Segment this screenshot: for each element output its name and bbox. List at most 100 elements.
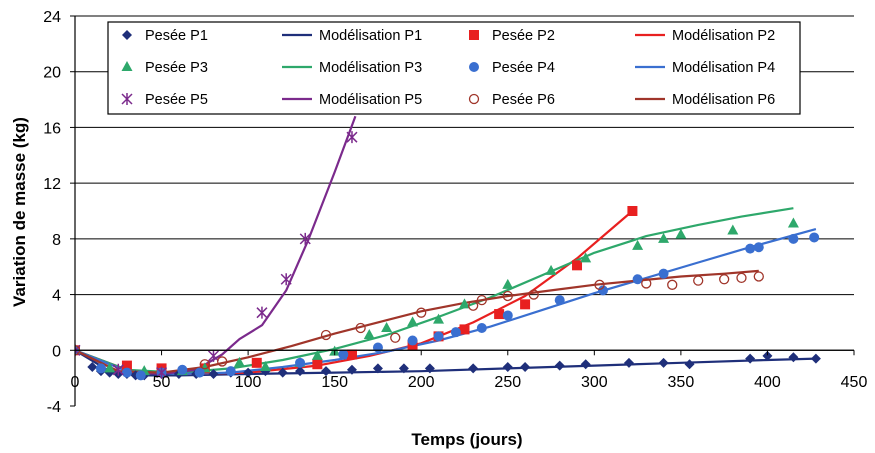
x-tick-label: 150 bbox=[321, 374, 348, 391]
data-point bbox=[398, 363, 409, 374]
data-point bbox=[468, 300, 479, 311]
data-point bbox=[216, 356, 228, 367]
y-tick-label: 4 bbox=[52, 288, 61, 305]
data-point bbox=[372, 342, 383, 353]
tick-labels: -4 0 4 8 12 16 20 24 0 50 100 150 200 250 300 350 400 450 bbox=[43, 9, 867, 416]
legend-label: Pesée P3 bbox=[145, 60, 208, 76]
data-point bbox=[459, 298, 470, 309]
data-point bbox=[594, 279, 605, 290]
data-point bbox=[545, 264, 557, 275]
y-tick-label: 8 bbox=[52, 232, 61, 249]
data-point bbox=[121, 93, 133, 105]
data-point bbox=[502, 278, 514, 289]
data-point bbox=[321, 366, 332, 377]
data-point bbox=[580, 359, 591, 370]
data-point bbox=[632, 239, 644, 250]
legend-item: Pesée P4 bbox=[469, 60, 555, 76]
data-point bbox=[338, 349, 349, 360]
x-tick-label: 300 bbox=[581, 374, 608, 391]
series-line bbox=[75, 228, 817, 376]
legend: Pesée P1 Modélisation P1 Pesée P2 Modélisat… bbox=[107, 21, 801, 115]
data-point bbox=[121, 360, 132, 371]
x-tick-label: 450 bbox=[841, 374, 868, 391]
legend-item: Pesée P2 bbox=[469, 28, 555, 44]
data-point bbox=[494, 309, 505, 320]
data-point bbox=[520, 299, 531, 310]
data-point bbox=[623, 357, 634, 368]
legend-item: Pesée P5 bbox=[121, 92, 208, 108]
legend-item: Pesée P1 bbox=[122, 28, 208, 44]
data-point bbox=[355, 322, 366, 334]
data-point bbox=[299, 232, 311, 245]
axes bbox=[70, 15, 855, 407]
data-point bbox=[251, 357, 262, 368]
legend-item: Pesée P6 bbox=[468, 92, 555, 108]
legend-label: Modélisation P4 bbox=[672, 60, 775, 76]
data-point bbox=[572, 260, 583, 271]
legend-label: Modélisation P5 bbox=[319, 92, 422, 108]
data-point bbox=[597, 285, 608, 296]
data-point bbox=[112, 363, 124, 376]
data-point bbox=[256, 306, 268, 319]
data-point bbox=[312, 359, 323, 370]
data-point bbox=[502, 290, 513, 302]
data-point bbox=[469, 30, 479, 40]
data-point bbox=[207, 349, 220, 362]
data-point bbox=[641, 278, 652, 289]
y-tick-label: 16 bbox=[43, 120, 61, 137]
data-point bbox=[280, 273, 292, 286]
legend-label: Modélisation P1 bbox=[319, 28, 422, 44]
legend-item: Modélisation P1 bbox=[282, 28, 422, 44]
data-point bbox=[177, 364, 188, 375]
data-point bbox=[372, 363, 383, 374]
y-tick-label: -4 bbox=[47, 399, 61, 416]
data-point bbox=[762, 350, 773, 361]
data-point bbox=[121, 367, 132, 378]
data-point bbox=[753, 271, 764, 282]
data-point bbox=[295, 357, 306, 368]
data-point bbox=[95, 363, 106, 374]
data-point bbox=[745, 243, 756, 254]
data-point bbox=[727, 224, 739, 235]
data-point bbox=[311, 349, 323, 360]
data-point bbox=[468, 93, 480, 105]
legend-label: Pesée P4 bbox=[492, 60, 555, 76]
data-point bbox=[194, 367, 205, 378]
x-tick-label: 0 bbox=[71, 374, 80, 391]
data-point bbox=[684, 359, 695, 370]
data-point bbox=[810, 353, 821, 364]
data-point bbox=[736, 272, 747, 284]
data-point bbox=[433, 331, 444, 342]
data-point bbox=[295, 366, 306, 377]
legend-label: Pesée P1 bbox=[145, 28, 208, 44]
data-point bbox=[502, 310, 513, 321]
legend-item: Modélisation P5 bbox=[282, 92, 422, 108]
measurement-markers bbox=[75, 131, 821, 381]
data-point bbox=[381, 322, 393, 332]
series-line bbox=[75, 269, 759, 374]
data-point bbox=[104, 362, 116, 373]
legend-label: Modélisation P3 bbox=[319, 60, 422, 76]
series-line bbox=[75, 115, 357, 376]
legend-label: Pesée P6 bbox=[492, 92, 555, 108]
data-point bbox=[277, 367, 288, 378]
data-point bbox=[632, 274, 643, 285]
legend-item: Modélisation P6 bbox=[635, 92, 775, 108]
legend-box bbox=[107, 21, 801, 115]
data-point bbox=[135, 370, 146, 381]
data-point bbox=[156, 366, 168, 379]
data-point bbox=[346, 131, 358, 144]
data-point bbox=[520, 362, 531, 372]
data-point bbox=[416, 307, 427, 318]
data-point bbox=[658, 232, 670, 243]
data-point bbox=[407, 335, 418, 346]
data-point bbox=[433, 313, 445, 324]
data-point bbox=[122, 30, 132, 40]
data-point bbox=[502, 362, 513, 372]
data-point bbox=[346, 364, 357, 375]
data-point bbox=[693, 275, 704, 286]
legend-item: Modélisation P4 bbox=[635, 60, 775, 76]
data-point bbox=[528, 289, 539, 300]
data-point bbox=[320, 329, 332, 341]
data-point bbox=[363, 328, 375, 339]
